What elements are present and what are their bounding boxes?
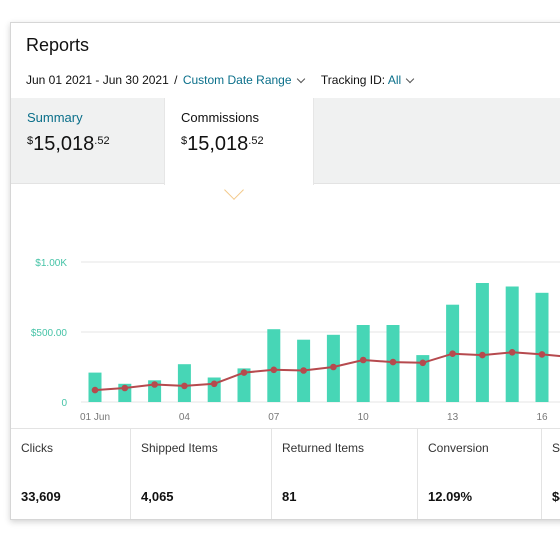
custom-date-range-dropdown[interactable]: Custom Date Range bbox=[183, 73, 308, 87]
line-point bbox=[359, 356, 367, 364]
line-point bbox=[419, 359, 427, 367]
line-point bbox=[449, 350, 456, 357]
x-tick-label: 13 bbox=[447, 412, 459, 423]
x-tick-label: 10 bbox=[358, 412, 370, 423]
metric-returned-items-label: Returned Items bbox=[282, 441, 365, 455]
chart-bar bbox=[237, 368, 251, 402]
metric-conversion-label: Conversion bbox=[428, 441, 489, 455]
metric-shipped-items-value: 4,065 bbox=[141, 489, 174, 504]
date-range-text: Jun 01 2021 - Jun 30 2021 bbox=[26, 73, 169, 87]
line-point bbox=[508, 349, 516, 356]
chart-bar bbox=[356, 325, 370, 402]
metric-shipped-revenue-label: Sh bbox=[552, 441, 560, 455]
metric-shipped-revenue-value: $4 bbox=[552, 489, 560, 504]
chevron-down-icon bbox=[296, 74, 305, 84]
metric-returned-items: Returned Items 81 bbox=[272, 429, 418, 519]
tab-commissions[interactable]: Commissions $15,018.52 bbox=[164, 98, 314, 185]
custom-date-range-label: Custom Date Range bbox=[182, 73, 292, 87]
chart-bar bbox=[267, 329, 281, 402]
chart-bar bbox=[475, 283, 489, 402]
tab-summary[interactable]: Summary $15,018.52 bbox=[11, 98, 164, 184]
y-tick-label: 0 bbox=[61, 398, 67, 409]
chart-bar bbox=[416, 355, 430, 402]
x-tick-label: 01 Jun bbox=[80, 412, 110, 423]
metric-shipped-items-label: Shipped Items bbox=[141, 441, 218, 455]
x-tick-label: 16 bbox=[536, 412, 548, 423]
page-title: Reports bbox=[26, 35, 90, 55]
chevron-down-icon bbox=[405, 74, 415, 84]
line-point bbox=[151, 381, 158, 388]
tab-summary-label: Summary bbox=[27, 110, 83, 125]
line-point bbox=[538, 351, 546, 358]
line-point bbox=[479, 351, 486, 359]
line-point bbox=[91, 386, 99, 394]
line-point bbox=[210, 380, 218, 388]
date-separator: / bbox=[174, 73, 178, 87]
metric-conversion: Conversion 12.09% bbox=[418, 429, 542, 519]
metric-conversion-value: 12.09% bbox=[428, 489, 473, 504]
tracking-id-dropdown[interactable]: Tracking ID: All bbox=[321, 73, 417, 87]
commissions-amount: $15,018.52 bbox=[181, 133, 264, 155]
tab-commissions-label: Commissions bbox=[181, 110, 260, 125]
line-point bbox=[330, 363, 337, 371]
metrics-row: Clicks 33,609 Shipped Items 4,065 Return… bbox=[11, 428, 560, 519]
reports-card: Reports Jun 01 2021 - Jun 30 2021 / Cust… bbox=[10, 22, 560, 520]
line-point bbox=[389, 358, 397, 366]
line-point bbox=[300, 367, 307, 374]
tracking-id-label: Tracking ID: bbox=[320, 73, 386, 87]
line-point bbox=[121, 384, 129, 392]
report-tabs: Summary $15,018.52 Commissions $15,018.5… bbox=[11, 98, 560, 185]
chart-bar bbox=[535, 292, 549, 402]
line-point bbox=[270, 366, 278, 374]
summary-amount: $15,018.52 bbox=[27, 133, 110, 155]
metric-clicks: Clicks 33,609 bbox=[11, 429, 131, 519]
metric-returned-items-value: 81 bbox=[282, 489, 297, 504]
metric-clicks-label: Clicks bbox=[21, 441, 53, 455]
report-filters: Jun 01 2021 - Jun 30 2021 / Custom Date … bbox=[26, 73, 417, 87]
tracking-id-value: All bbox=[387, 73, 402, 87]
line-point bbox=[240, 369, 248, 376]
y-tick-label: $500.00 bbox=[31, 328, 68, 339]
x-tick-label: 07 bbox=[268, 412, 280, 423]
chart-bar bbox=[505, 286, 519, 402]
y-tick-label: $1.00K bbox=[35, 258, 67, 269]
commissions-chart: $1.00K $500.00 0 01 Jun 04 07 10 13 16 bbox=[31, 258, 560, 423]
line-point bbox=[181, 382, 188, 390]
metric-shipped-revenue: Sh $4 bbox=[542, 429, 560, 519]
metric-shipped-items: Shipped Items 4,065 bbox=[131, 429, 272, 519]
metric-clicks-value: 33,609 bbox=[21, 489, 61, 504]
x-tick-label: 04 bbox=[179, 412, 191, 423]
